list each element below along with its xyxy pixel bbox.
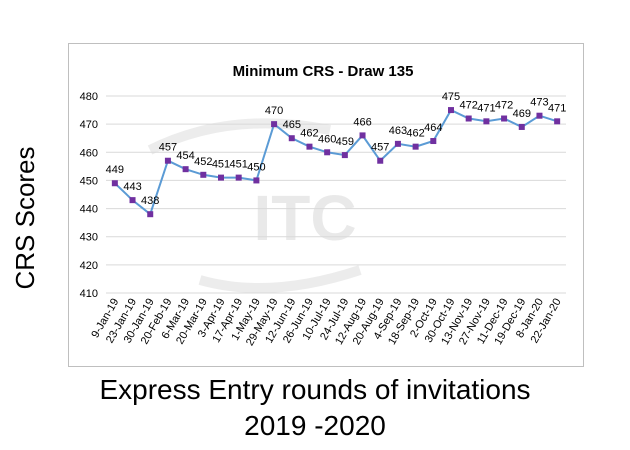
data-label: 471 xyxy=(548,102,566,114)
data-point xyxy=(341,152,348,159)
data-label: 475 xyxy=(442,91,460,103)
data-point xyxy=(111,180,118,187)
data-label: 469 xyxy=(513,108,531,120)
data-label: 459 xyxy=(336,136,354,148)
data-label: 438 xyxy=(141,195,159,207)
data-point xyxy=(394,140,401,147)
data-label: 464 xyxy=(424,122,442,134)
y-tick-label: 450 xyxy=(80,175,98,187)
data-point xyxy=(288,135,295,142)
y-tick-label: 470 xyxy=(80,119,98,131)
y-tick-label: 440 xyxy=(80,204,98,216)
data-point xyxy=(377,157,384,164)
data-label: 465 xyxy=(283,119,301,131)
data-label: 462 xyxy=(406,128,424,140)
data-label: 473 xyxy=(530,97,548,109)
data-label: 460 xyxy=(318,133,336,145)
data-point xyxy=(235,174,242,181)
data-label: 443 xyxy=(123,181,141,193)
data-label: 471 xyxy=(477,102,495,114)
data-label: 457 xyxy=(371,142,389,154)
x-axis-title-line-1: Express Entry rounds of invitations xyxy=(99,374,531,405)
data-label: 457 xyxy=(159,142,177,154)
data-point xyxy=(518,123,525,130)
data-point xyxy=(271,121,278,128)
watermark-swoosh-top xyxy=(147,118,331,155)
data-point xyxy=(465,115,472,122)
x-axis-ticks: 9-Jan-1923-Jan-1930-Jan-1920-Feb-196-Mar… xyxy=(89,297,563,349)
data-point xyxy=(129,197,136,204)
itc-watermark: ITC xyxy=(147,118,362,293)
y-tick-label: 460 xyxy=(80,147,98,159)
y-tick-label: 420 xyxy=(80,260,98,272)
series-markers xyxy=(111,107,561,218)
data-point xyxy=(324,149,331,156)
data-point xyxy=(147,211,154,218)
data-point xyxy=(501,115,508,122)
x-axis-title-line-2: 2019 -2020 xyxy=(244,410,386,441)
data-label: 463 xyxy=(389,125,407,137)
grid xyxy=(106,95,566,294)
data-label: 472 xyxy=(460,100,478,112)
data-label: 451 xyxy=(212,159,230,171)
data-point xyxy=(306,143,313,150)
data-point xyxy=(412,143,419,150)
data-label: 451 xyxy=(230,159,248,171)
data-label: 470 xyxy=(265,105,283,117)
y-axis-title: CRS Scores xyxy=(10,146,40,289)
data-point xyxy=(536,112,543,119)
watermark-swoosh-bottom xyxy=(198,265,362,293)
data-label: 462 xyxy=(300,128,318,140)
data-point xyxy=(554,118,561,125)
data-label: 454 xyxy=(176,150,194,162)
data-point xyxy=(359,132,366,139)
data-point xyxy=(430,138,437,145)
chart-title: Minimum CRS - Draw 135 xyxy=(233,63,414,80)
y-tick-label: 430 xyxy=(80,232,98,244)
data-point xyxy=(218,174,224,181)
data-point xyxy=(200,171,207,178)
data-point xyxy=(253,177,260,184)
data-point xyxy=(182,166,189,173)
data-label: 450 xyxy=(247,161,265,173)
data-point xyxy=(483,118,490,125)
data-label: 472 xyxy=(495,100,513,112)
y-axis-ticks: 410 420 430 440 450 460 470 480 xyxy=(80,91,98,300)
y-tick-label: 480 xyxy=(80,91,98,103)
data-label: 452 xyxy=(194,156,212,168)
y-tick-label: 410 xyxy=(80,288,98,300)
watermark-text: ITC xyxy=(253,182,356,254)
data-point xyxy=(164,157,171,164)
data-label: 466 xyxy=(353,116,371,128)
data-point xyxy=(448,107,454,114)
data-label: 449 xyxy=(106,164,124,176)
x-axis-title: Express Entry rounds of invitations 2019… xyxy=(0,372,630,444)
